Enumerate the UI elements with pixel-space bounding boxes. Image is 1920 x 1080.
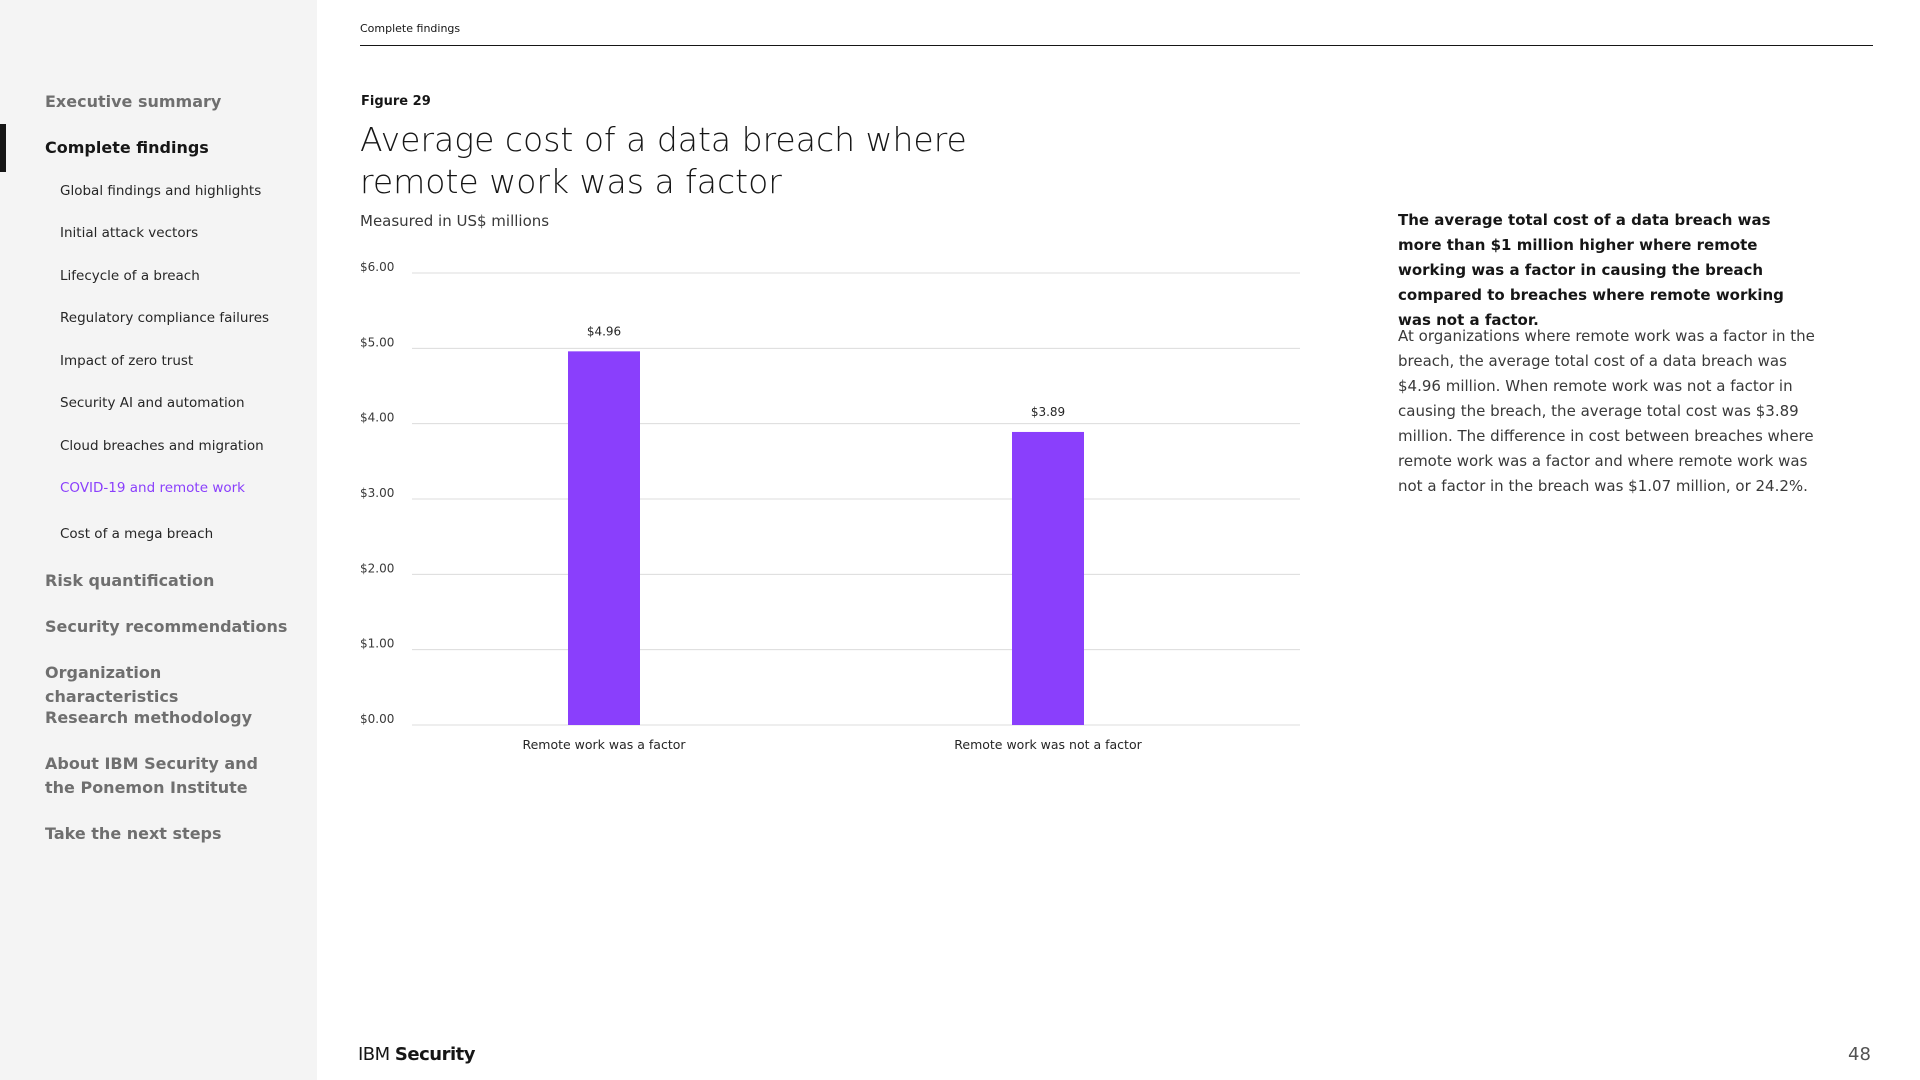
sidebar-subitem-cloud-breaches[interactable]: Cloud breaches and migration (60, 438, 264, 454)
sidebar-subitem-zero-trust[interactable]: Impact of zero trust (60, 353, 194, 369)
finding-description: At organizations where remote work was a… (1398, 327, 1815, 495)
figure-subtitle: Measured in US$ millions (360, 212, 550, 230)
y-tick-label: $0.00 (360, 712, 394, 726)
y-tick-label: $5.00 (360, 335, 394, 349)
y-tick-label: $2.00 (360, 561, 394, 575)
sidebar-subitem-regulatory[interactable]: Regulatory compliance failures (60, 310, 270, 326)
active-indicator (0, 124, 6, 172)
bar-chart: $0.00 $1.00 $2.00 $3.00 $4.00 $5.00 $6.00 $4.96… (360, 260, 1300, 752)
y-tick-label: $4.00 (360, 411, 394, 425)
section-header: Complete findings (360, 22, 461, 35)
sidebar-subitem-global-findings[interactable]: Global findings and highlights (60, 183, 262, 199)
sidebar-subitem-covid-remote-work[interactable]: COVID-19 and remote work (60, 480, 245, 496)
figure-label: Figure 29 (361, 94, 431, 109)
brand-security: Security (394, 1044, 476, 1065)
sidebar-item-research-methodology[interactable]: Research methodology (45, 708, 253, 727)
sidebar-subitem-security-ai[interactable]: Security AI and automation (60, 395, 245, 411)
sidebar-subitem-initial-attack-vectors[interactable]: Initial attack vectors (60, 225, 199, 241)
page-number: 48 (1848, 1044, 1871, 1065)
y-tick-label: $3.00 (360, 486, 394, 500)
ibm-security-logo: IBM Security (358, 1044, 475, 1065)
x-tick-label: Remote work was not a factor (954, 737, 1142, 752)
sidebar-item-executive-summary[interactable]: Executive summary (45, 92, 222, 111)
sidebar-item-risk-quantification[interactable]: Risk quantification (45, 571, 215, 590)
sidebar-item-next-steps[interactable]: Take the next steps (45, 824, 222, 843)
figure-title: Average cost of a data breach where remo… (360, 120, 967, 201)
sidebar-item-security-recommendations[interactable]: Security recommendations (45, 617, 288, 636)
data-label: $3.89 (1031, 405, 1065, 419)
x-tick-label: Remote work was a factor (522, 737, 686, 752)
brand-ibm: IBM (358, 1044, 390, 1065)
sidebar-item-organization-characteristics[interactable]: Organization characteristics (45, 663, 179, 706)
sidebar-subitem-mega-breach[interactable]: Cost of a mega breach (60, 526, 214, 542)
header-divider (360, 45, 1873, 46)
sidebar: Executive summary Complete findings Glob… (0, 0, 317, 1080)
bar (568, 351, 640, 725)
sidebar-subitem-lifecycle[interactable]: Lifecycle of a breach (60, 268, 200, 284)
sidebar-item-complete-findings[interactable]: Complete findings (45, 138, 209, 157)
data-label: $4.96 (587, 324, 621, 338)
bar (1012, 431, 1084, 725)
sidebar-item-about-ibm[interactable]: About IBM Security and the Ponemon Insti… (45, 754, 258, 797)
y-tick-label: $1.00 (360, 637, 394, 651)
key-finding: The average total cost of a data breach … (1398, 211, 1784, 329)
y-tick-label: $6.00 (360, 260, 394, 274)
